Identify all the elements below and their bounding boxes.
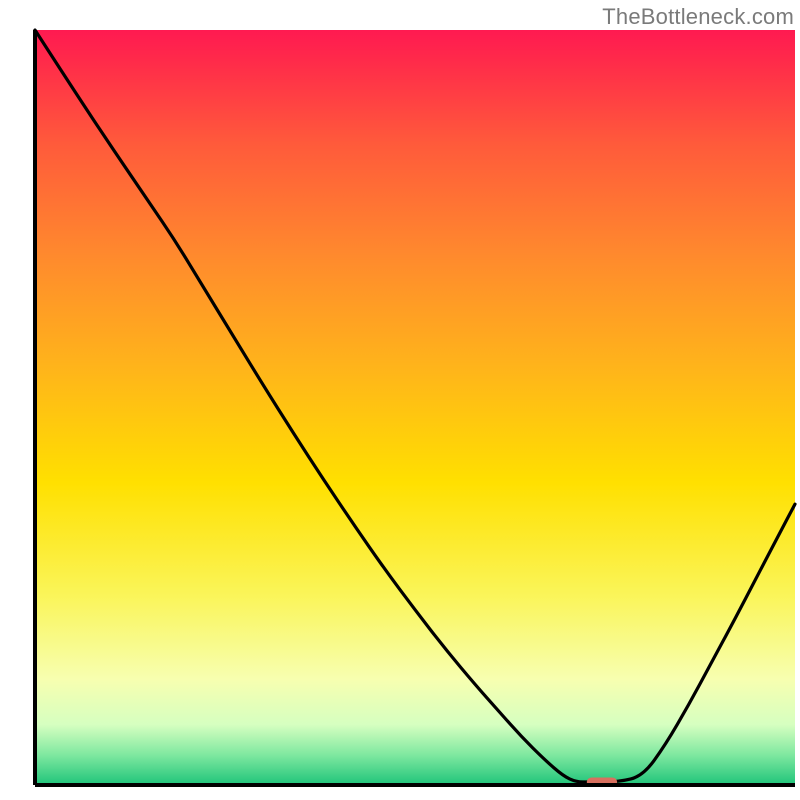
gradient-background <box>35 30 795 785</box>
watermark-text: TheBottleneck.com <box>602 4 794 30</box>
plot-area <box>35 30 795 787</box>
chart-container <box>0 0 800 800</box>
bottleneck-chart <box>0 0 800 800</box>
